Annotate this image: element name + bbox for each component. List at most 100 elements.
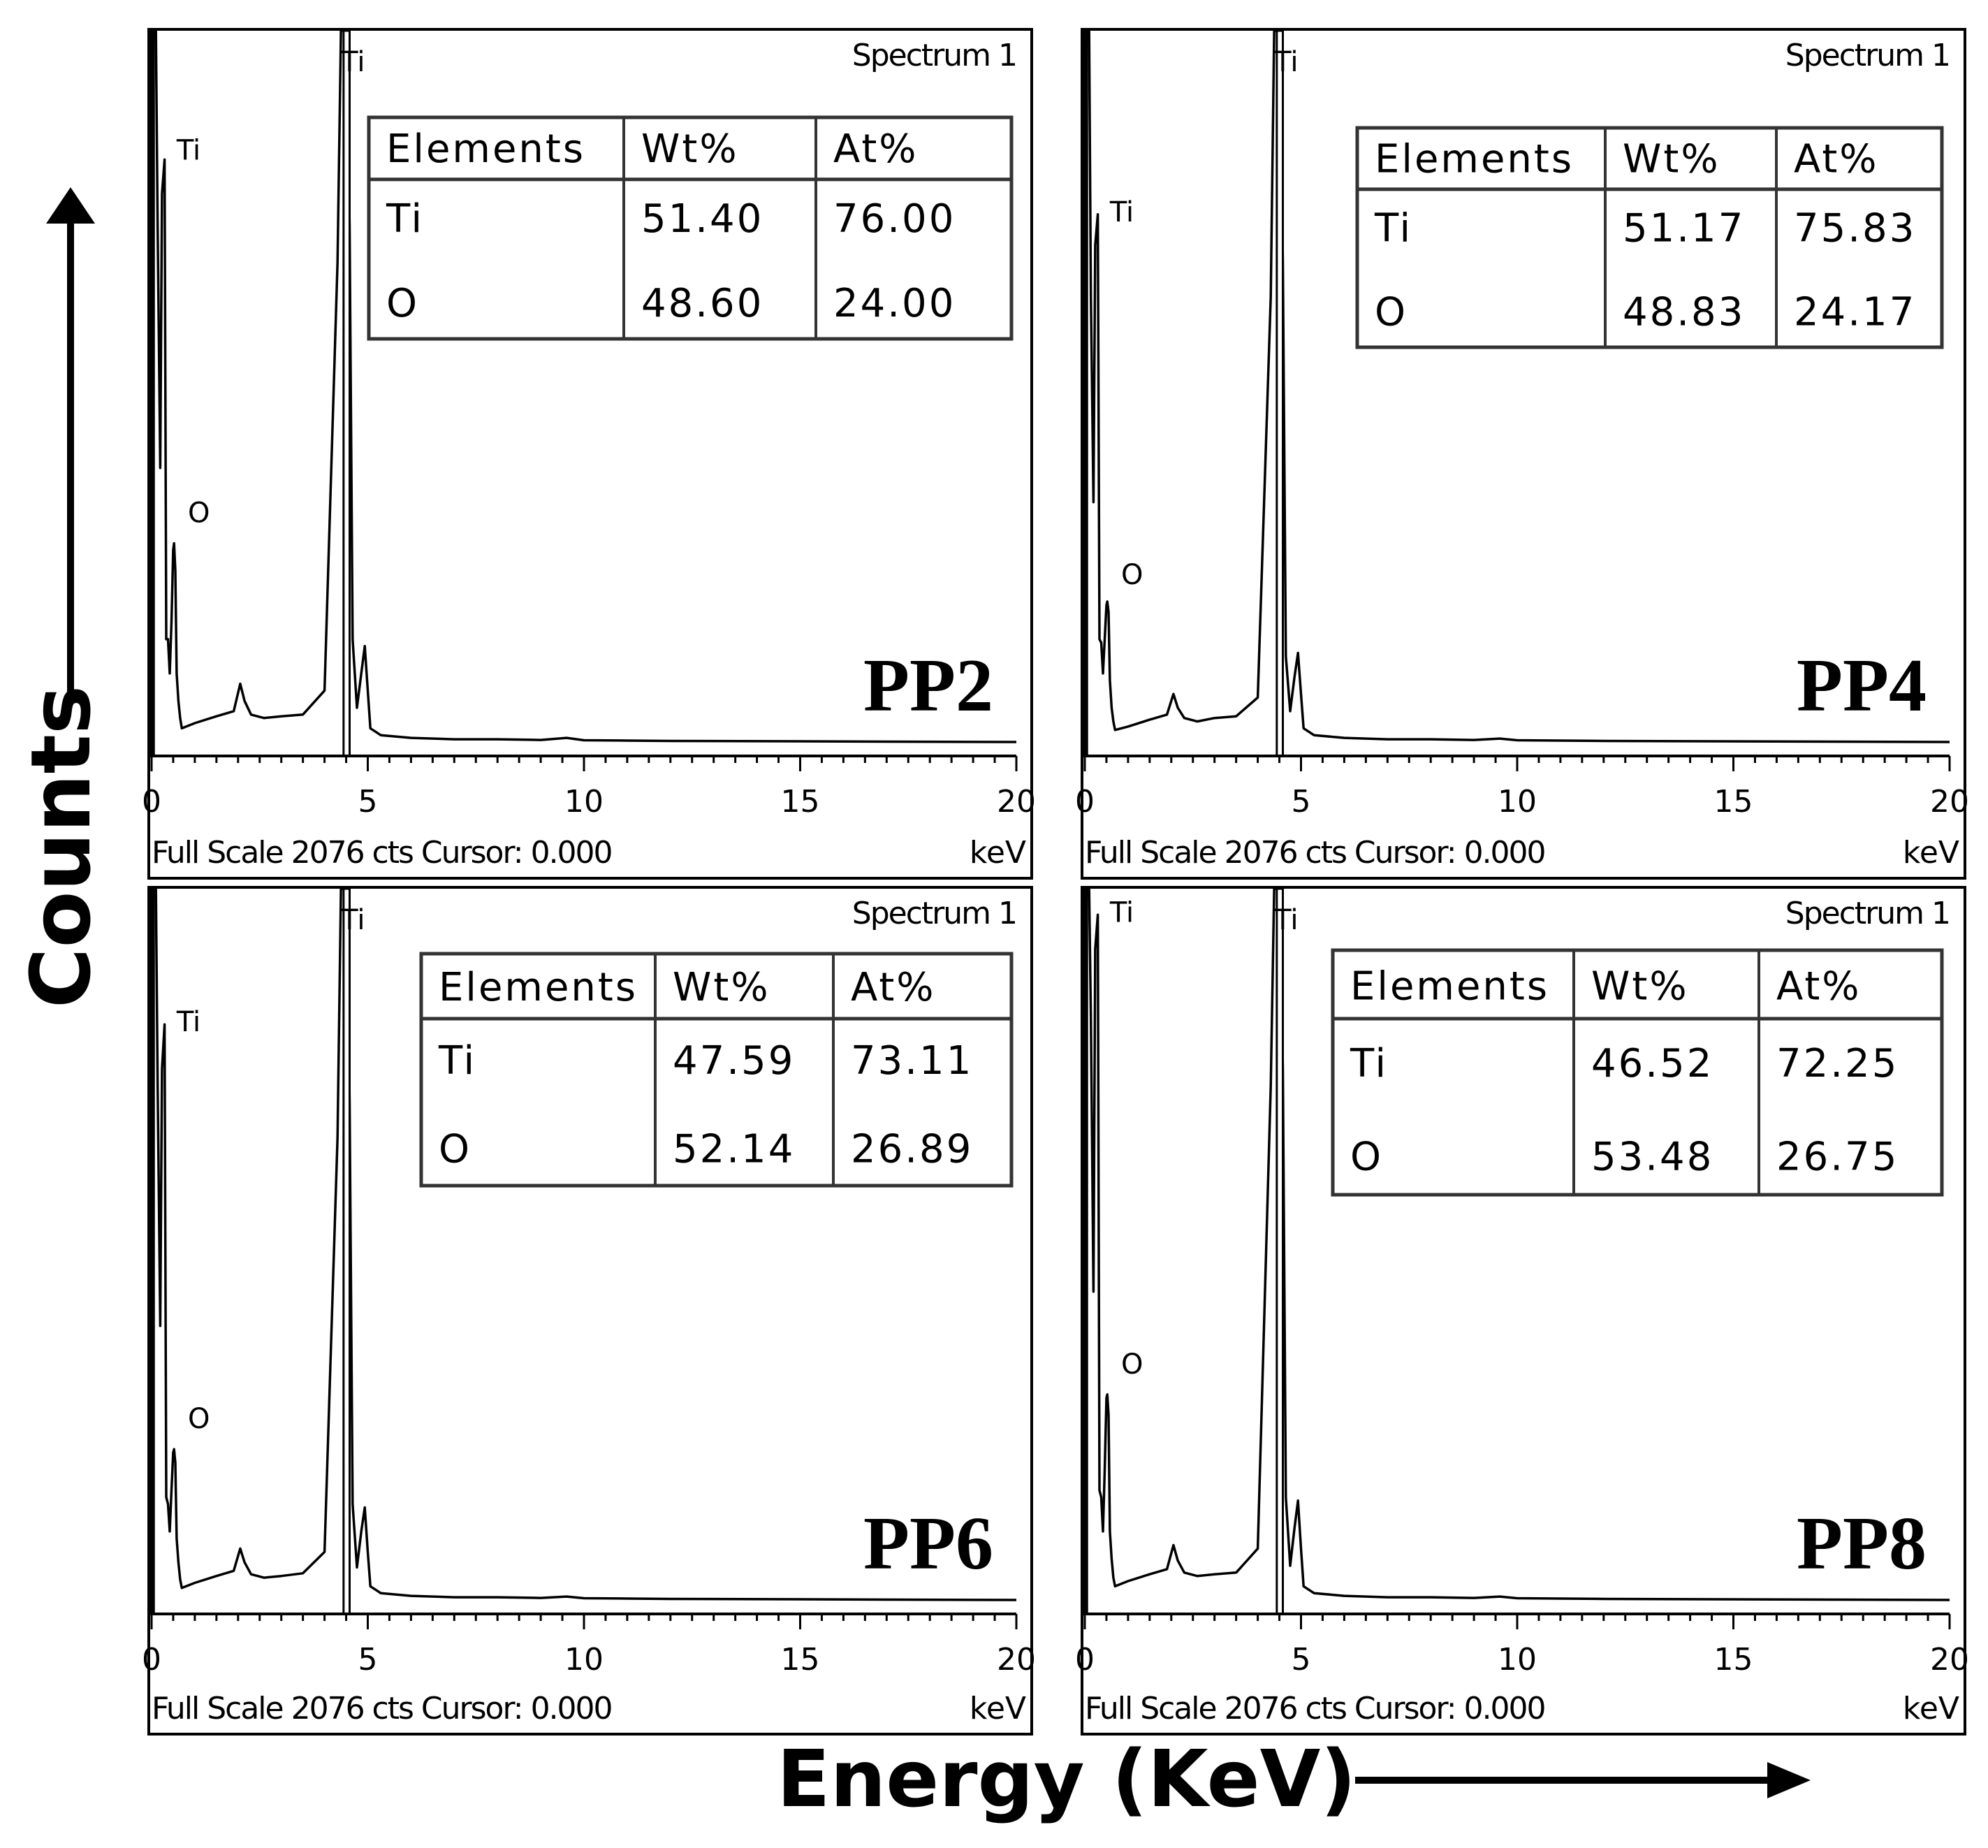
table-cell: 46.52 — [1591, 1041, 1713, 1086]
table-header-cell: At% — [833, 126, 919, 172]
table-header-cell: Elements — [1375, 136, 1574, 182]
panel-name: PP8 — [1797, 1502, 1927, 1585]
spectrum-panel-pp8: 0 5 10 15 20 Full Scale 2076 cts Cursor: 0.00… — [1075, 886, 1969, 1736]
ti-main-peak-column — [1276, 29, 1285, 757]
table-cell: O — [386, 281, 419, 326]
x-tick-label: 5 — [358, 784, 378, 820]
full-scale-readout: Full Scale 2076 cts Cursor: 0.000 — [152, 1691, 612, 1726]
table-cell: 48.83 — [1623, 289, 1745, 335]
x-tick-label: 20 — [1930, 1642, 1969, 1678]
table-border — [1331, 948, 1944, 1197]
peak-label-ti: Ti — [176, 135, 200, 167]
table-cell: 47.59 — [673, 1038, 795, 1084]
panels: 0 5 10 15 20 Full Scale 2076 cts Cursor: 0.00… — [142, 28, 1969, 1736]
composition-table: Elements Wt% At% Ti 47.59 73.11 O 52.14 26.89 — [419, 952, 1014, 1188]
x-unit-label: keV — [970, 1691, 1026, 1726]
peak-label-ti: Ti — [1273, 46, 1298, 78]
table-header-cell: At% — [1794, 136, 1879, 182]
table-cell: 75.83 — [1794, 206, 1916, 252]
x-unit-label: keV — [1903, 835, 1959, 871]
table-border — [367, 115, 1014, 341]
table-border — [1355, 126, 1944, 349]
table-cell: 48.60 — [641, 281, 763, 326]
peak-label-ti: Ti — [340, 46, 365, 78]
composition-table: Elements Wt% At% Ti 51.40 76.00 O 48.60 24.00 — [367, 115, 1014, 341]
spectrum-title: Spectrum 1 — [852, 896, 1016, 931]
composition-table: Elements Wt% At% Ti 51.17 75.83 O 48.83 24.17 — [1355, 126, 1944, 349]
ti-main-peak-column — [342, 29, 351, 757]
peak-label-ti: Ti — [1109, 896, 1134, 929]
spectrum-panel-pp4: 0 5 10 15 20 Full Scale 2076 cts Cursor: 0.00… — [1075, 28, 1969, 880]
table-header-cell: Wt% — [1623, 136, 1720, 182]
peak-label-o: O — [1121, 559, 1143, 591]
table-cell: O — [1375, 289, 1408, 335]
x-unit-label: keV — [1903, 1691, 1959, 1726]
spectrum-line — [150, 29, 1017, 743]
table-cell: 72.25 — [1776, 1041, 1899, 1086]
full-scale-readout: Full Scale 2076 cts Cursor: 0.000 — [1085, 1691, 1545, 1726]
x-tick-label: 15 — [781, 1642, 820, 1678]
spectrum-line — [150, 887, 1017, 1601]
x-tick-label: 15 — [1714, 784, 1753, 820]
x-tick-label: 5 — [1292, 1642, 1311, 1678]
table-cell: 51.17 — [1623, 206, 1745, 252]
x-tick-label: 0 — [142, 1642, 161, 1678]
table-header-cell: Wt% — [673, 965, 770, 1010]
peak-label-o: O — [188, 497, 210, 530]
x-tick-label: 10 — [1498, 1642, 1537, 1678]
y-axis-arrow-head — [46, 187, 95, 224]
x-tick-label: 20 — [1930, 784, 1969, 820]
y-axis-title-group: Counts — [13, 187, 109, 1008]
table-cell: 26.89 — [851, 1127, 973, 1172]
x-unit-label: keV — [970, 835, 1026, 871]
table-cell: Ti — [1374, 206, 1412, 252]
table-cell: Ti — [1350, 1041, 1388, 1086]
panel-name: PP2 — [863, 644, 993, 727]
table-header-cell: Wt% — [641, 126, 739, 172]
table-header-cell: Elements — [386, 126, 585, 172]
full-scale-readout: Full Scale 2076 cts Cursor: 0.000 — [152, 835, 612, 871]
table-cell: 52.14 — [673, 1127, 795, 1172]
peak-label-ti: Ti — [340, 904, 365, 936]
y-axis-title: Counts — [13, 685, 109, 1008]
full-scale-readout: Full Scale 2076 cts Cursor: 0.000 — [1085, 835, 1545, 871]
x-tick-label: 5 — [1292, 784, 1311, 820]
composition-table: Elements Wt% At% Ti 46.52 72.25 O 53.48 26.75 — [1331, 948, 1944, 1197]
table-header-cell: At% — [851, 965, 936, 1010]
table-cell: 24.17 — [1794, 289, 1916, 335]
table-cell: 53.48 — [1591, 1135, 1713, 1180]
spectrum-line — [1083, 887, 1950, 1601]
spectrum-panel-pp2: 0 5 10 15 20 Full Scale 2076 cts Cursor: 0.00… — [142, 28, 1036, 880]
x-axis-title: Energy (KeV) — [777, 1734, 1356, 1825]
table-cell: 51.40 — [641, 196, 763, 242]
panel-name: PP4 — [1797, 644, 1927, 727]
table-cell: Ti — [386, 196, 424, 242]
ti-main-peak-column — [1276, 887, 1285, 1615]
x-axis-arrow-head — [1767, 1762, 1811, 1798]
peak-label-o: O — [1121, 1348, 1143, 1381]
x-tick-label: 0 — [1075, 1642, 1095, 1678]
table-cell: 76.00 — [833, 196, 956, 242]
table-header-cell: Wt% — [1591, 964, 1689, 1010]
table-border — [419, 952, 1014, 1188]
table-header-cell: At% — [1776, 964, 1862, 1010]
x-tick-label: 5 — [358, 1642, 378, 1678]
table-cell: 24.00 — [833, 281, 956, 326]
table-cell: O — [1350, 1135, 1383, 1180]
peak-label-ti: Ti — [176, 1006, 200, 1038]
x-tick-label: 10 — [564, 784, 604, 820]
panel-name: PP6 — [863, 1502, 993, 1585]
table-header-cell: Elements — [439, 965, 638, 1010]
x-tick-label: 20 — [997, 784, 1036, 820]
spectrum-title: Spectrum 1 — [1785, 38, 1950, 73]
x-tick-label: 0 — [1075, 784, 1095, 820]
x-tick-label: 15 — [1714, 1642, 1753, 1678]
spectrum-title: Spectrum 1 — [1785, 896, 1950, 931]
spectrum-title: Spectrum 1 — [852, 38, 1016, 73]
peak-label-o: O — [188, 1403, 210, 1435]
table-cell: O — [439, 1127, 472, 1172]
spectrum-panel-pp6: 0 5 10 15 20 Full Scale 2076 cts Cursor: 0.00… — [142, 886, 1036, 1736]
table-cell: 73.11 — [851, 1038, 973, 1084]
x-tick-label: 0 — [142, 784, 161, 820]
